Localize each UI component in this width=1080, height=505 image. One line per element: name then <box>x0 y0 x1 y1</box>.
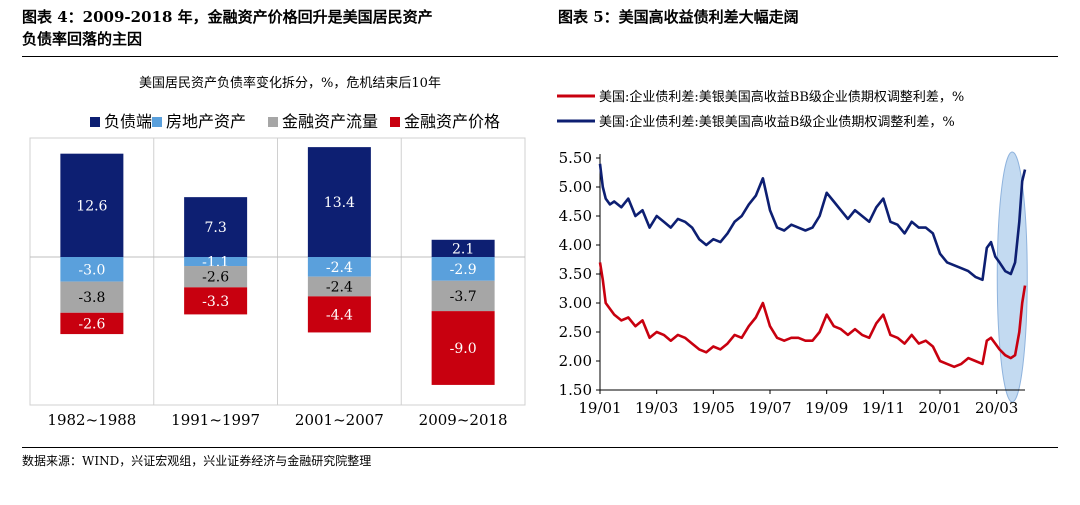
bar-segment <box>184 266 248 288</box>
bar-segment <box>431 257 495 281</box>
right-figure-title: 图表 5：美国高收益债利差大幅走阔 <box>558 8 799 26</box>
bar-value-label: -3.8 <box>78 290 105 306</box>
legend-label: 美国:企业债利差:美银美国高收益B级企业债期权调整利差，% <box>599 114 955 130</box>
x-tick-label: 20/03 <box>975 399 1018 417</box>
category-label: 1982~1988 <box>47 411 136 429</box>
category-label: 1991~1997 <box>171 411 260 429</box>
line-chart: 美国:企业债利差:美银美国高收益BB级企业债期权调整利差，% 美国:企业债利差:美… <box>557 89 1028 417</box>
bar-segment <box>184 287 248 315</box>
header-rule <box>22 56 1058 57</box>
y-tick-label: 2.00 <box>559 352 592 370</box>
y-tick-label: 5.00 <box>559 178 592 196</box>
legend-label: 金融资产价格 <box>404 112 500 131</box>
stacked-bar-chart: 美国居民资产负债率变化拆分，%，危机结束后10年 负债端 房地产资产 金融资产流量 金… <box>29 75 526 429</box>
bar-value-label: 7.3 <box>204 220 226 236</box>
legend-label: 房地产资产 <box>166 112 246 131</box>
bar-value-label: -9.0 <box>450 341 477 357</box>
bar-value-label: -3.0 <box>78 262 105 278</box>
bar-segment <box>60 153 124 257</box>
legend-swatch <box>152 117 162 127</box>
legend-swatch <box>268 117 278 127</box>
source-note: 数据来源：WIND，兴证宏观组，兴业证券经济与金融研究院整理 <box>22 454 372 468</box>
left-figure-title-line2: 负债率回落的主因 <box>22 30 143 48</box>
category-label: 2009~2018 <box>419 411 508 429</box>
y-tick-label: 2.50 <box>559 323 592 341</box>
bar-value-label: 13.4 <box>324 195 355 211</box>
bar-segment <box>184 197 248 257</box>
y-tick-label: 3.50 <box>559 265 592 283</box>
bar-value-label: -2.4 <box>326 280 353 296</box>
legend-swatch <box>390 117 400 127</box>
x-tick-label: 19/09 <box>805 399 848 417</box>
legend-label: 负债端 <box>104 112 152 131</box>
bar-value-label: 12.6 <box>76 198 107 214</box>
x-tick-label: 20/01 <box>918 399 961 417</box>
bar-segment <box>307 296 371 333</box>
line-legend: 美国:企业债利差:美银美国高收益BB级企业债期权调整利差，% 美国:企业债利差:美… <box>557 89 964 130</box>
bar-legend: 负债端 房地产资产 金融资产流量 金融资产价格 <box>90 112 500 131</box>
b-spread-line <box>598 163 1027 282</box>
bar-plot-area: 12.6-3.0-3.8-2.61982~19887.3-1.1-2.6-3.3… <box>29 137 526 429</box>
bar-segment <box>60 257 124 282</box>
bar-value-label: -2.9 <box>450 262 477 278</box>
legend-swatch <box>90 117 100 127</box>
bar-value-label: -3.7 <box>450 289 477 305</box>
bb-spread-line <box>598 262 1027 369</box>
bar-value-label: 2.1 <box>452 241 474 257</box>
x-tick-label: 19/03 <box>635 399 678 417</box>
bar-value-label: -4.4 <box>326 307 353 323</box>
bar-value-label: -2.4 <box>326 260 353 276</box>
bar-segment <box>307 276 371 297</box>
x-tick-label: 19/01 <box>578 399 621 417</box>
x-tick-label: 19/05 <box>692 399 735 417</box>
bar-segment <box>431 311 495 385</box>
bar-segment <box>431 239 495 257</box>
bar-segment <box>60 281 124 313</box>
bar-segment <box>60 312 124 335</box>
bar-segment <box>431 280 495 312</box>
legend-label: 金融资产流量 <box>282 112 378 131</box>
x-tick-label: 19/07 <box>748 399 791 417</box>
line-plot-area: 5.505.004.504.003.503.002.502.001.5019/0… <box>559 149 1028 417</box>
bar-chart-title: 美国居民资产负债率变化拆分，%，危机结束后10年 <box>139 75 441 91</box>
left-figure-title-line1: 图表 4：2009-2018 年，金融资产价格回升是美国居民资产 <box>22 8 433 26</box>
bar-value-label: -2.6 <box>202 270 229 286</box>
y-tick-label: 4.50 <box>559 207 592 225</box>
y-tick-label: 5.50 <box>559 149 592 167</box>
x-tick-label: 19/11 <box>862 399 905 417</box>
y-tick-label: 1.50 <box>559 381 592 399</box>
category-label: 2001~2007 <box>295 411 384 429</box>
bar-segment <box>307 147 371 257</box>
legend-label: 美国:企业债利差:美银美国高收益BB级企业债期权调整利差，% <box>599 89 964 105</box>
bar-value-label: -3.3 <box>202 294 229 310</box>
bar-segment <box>307 257 371 277</box>
y-tick-label: 4.00 <box>559 236 592 254</box>
footer-rule <box>22 447 1058 448</box>
bar-value-label: -2.6 <box>78 316 105 332</box>
bar-segment <box>184 257 248 267</box>
y-tick-label: 3.00 <box>559 294 592 312</box>
